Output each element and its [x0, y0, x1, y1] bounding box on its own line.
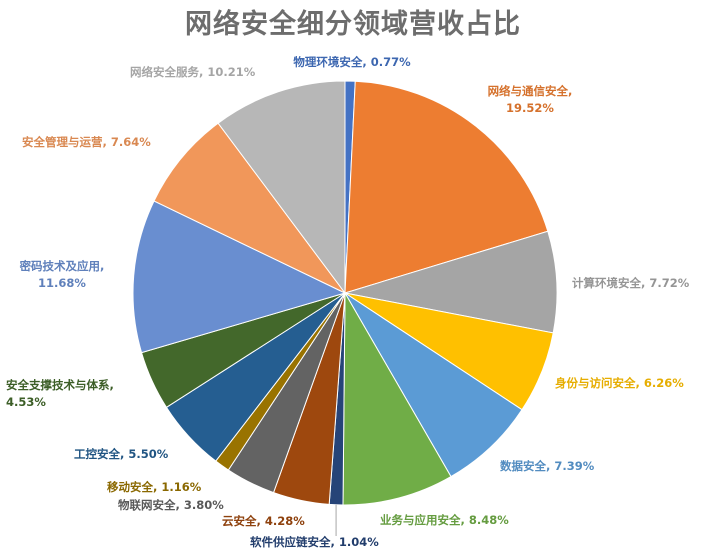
pie-slice-2 [344, 230, 558, 334]
data-label-8: 物联网安全, 3.80% [118, 498, 224, 512]
data-label-1: 网络与通信安全, 19.52% [488, 84, 573, 115]
data-label-5: 业务与应用安全, 8.48% [380, 513, 509, 527]
data-label-7: 云安全, 4.28% [222, 514, 305, 528]
data-label-0: 物理环境安全, 0.77% [293, 55, 411, 69]
pie-slice-5 [342, 291, 452, 506]
data-label-14: 网络安全服务, 10.21% [130, 65, 256, 79]
data-label-9: 移动安全, 1.16% [107, 480, 202, 494]
pie-slice-13 [153, 122, 346, 294]
pie-slice-1 [344, 80, 549, 294]
data-label-6: 软件供应链安全, 1.04% [250, 535, 379, 549]
pie-slice-12 [132, 200, 347, 354]
pie-slice-4 [344, 292, 523, 478]
data-label-10: 工控安全, 5.50% [74, 447, 169, 461]
data-label-13: 安全管理与运营, 7.64% [22, 135, 151, 149]
chart-title: 网络安全细分领域营收占比 [185, 9, 521, 40]
data-label-3: 身份与访问安全, 6.26% [555, 376, 684, 390]
pie-slice-14 [217, 80, 346, 295]
data-label-11: 安全支撑技术与体系, 4.53% [6, 378, 114, 409]
data-label-4: 数据安全, 7.39% [500, 459, 595, 473]
data-label-12: 密码技术及应用, 11.68% [19, 259, 105, 290]
data-label-2: 计算环境安全, 7.72% [572, 276, 690, 290]
